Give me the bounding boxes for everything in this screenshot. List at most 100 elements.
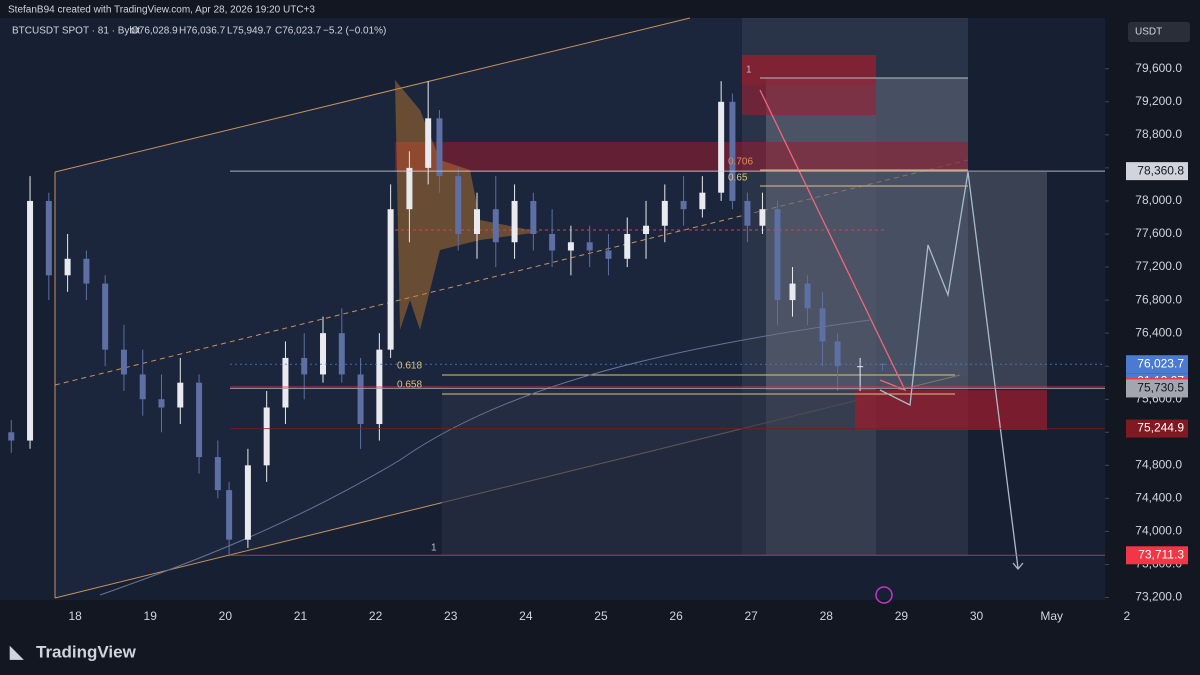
candle-body	[214, 457, 221, 491]
candle-body	[834, 341, 841, 367]
candle-body	[102, 283, 109, 350]
y-tick-label: 76,400.0	[1135, 325, 1182, 339]
y-tick-label: 76,800.0	[1135, 292, 1182, 306]
y-tick-label: 74,000.0	[1135, 524, 1182, 538]
moving-average	[99, 319, 871, 596]
x-tick-label: May	[1040, 609, 1063, 623]
candle-body	[492, 209, 499, 243]
candle-body	[530, 200, 537, 234]
candle-body	[357, 374, 364, 425]
projection-path	[879, 171, 1019, 569]
candle-body	[774, 209, 781, 301]
y-tick-label: 79,200.0	[1135, 94, 1182, 108]
price-label-box	[1126, 355, 1188, 374]
candle-body	[759, 209, 766, 226]
candle-body	[718, 101, 725, 193]
candle-body	[729, 101, 736, 201]
candle-body	[406, 167, 413, 210]
y-tick-label: 77,600.0	[1135, 226, 1182, 240]
demand-zone	[855, 390, 1047, 430]
candle-body	[586, 242, 593, 251]
logo-mark: ◣	[9, 642, 24, 661]
candle-body	[83, 258, 90, 284]
x-tick-label: 2	[1123, 609, 1130, 623]
candle-body	[282, 357, 289, 408]
price-label: 75,244.9	[1137, 421, 1184, 435]
candle-body	[804, 283, 811, 309]
x-tick-label: 27	[745, 609, 759, 623]
credit: StefanB94 created with TradingView.com, …	[8, 5, 315, 16]
x-tick-label: 18	[68, 609, 82, 623]
trend-line	[759, 89, 907, 392]
y-tick-label: 77,200.0	[1135, 259, 1182, 273]
volume-profile	[395, 80, 540, 330]
price-label: 78,360.8	[1137, 163, 1184, 177]
candle-body	[244, 465, 251, 540]
y-tick-label: 73,200.0	[1135, 590, 1182, 604]
projection-arrow	[1012, 562, 1024, 571]
candle-body	[511, 200, 518, 243]
candle-body	[177, 382, 184, 408]
price-label: 73,711.3	[1138, 547, 1184, 561]
ohlc-high: H76,036.7	[179, 26, 226, 37]
candle-body	[680, 200, 687, 210]
candle-body	[436, 118, 443, 177]
x-tick-label: 25	[594, 609, 608, 623]
x-tick-label: 30	[970, 609, 984, 623]
x-tick-label: 26	[669, 609, 683, 623]
candle-body	[64, 258, 71, 276]
candle-body	[45, 200, 52, 276]
candle-body	[226, 490, 233, 540]
candle-body	[387, 209, 394, 350]
fib-label: 0.618	[397, 361, 422, 372]
candle-body	[301, 357, 308, 375]
fib-label: 0.65	[728, 173, 748, 184]
candle-body	[320, 333, 327, 375]
candle-body	[139, 374, 146, 400]
candle-body	[27, 200, 34, 441]
candle-body	[549, 233, 556, 251]
candle-body	[624, 233, 631, 259]
price-label: 75,730.5	[1137, 381, 1184, 395]
x-tick-label: 23	[444, 609, 458, 623]
fib-label: 0.658	[397, 380, 422, 391]
ohlc-low: L75,949.7	[227, 26, 272, 37]
y-tick-label: 74,800.0	[1135, 457, 1182, 471]
brand[interactable]: TradingView	[36, 642, 137, 661]
symbol[interactable]: BTCUSDT SPOT · 81 · Bybit	[12, 26, 140, 37]
axis-layer: 73,200.073,600.074,000.074,400.074,800.0…	[1105, 61, 1188, 604]
channel-line	[54, 17, 691, 173]
candle-body	[338, 333, 345, 375]
price-label-box	[1126, 419, 1188, 438]
fib-label: 1	[746, 65, 752, 76]
candle-body	[567, 242, 574, 251]
candle-body	[8, 432, 15, 441]
price-axis	[1105, 18, 1200, 600]
candle-body	[158, 399, 165, 408]
candle-body	[263, 407, 270, 466]
currency[interactable]: USDT	[1135, 27, 1162, 38]
candle-body	[879, 363, 886, 365]
candle-body	[857, 366, 864, 368]
price-label: 76,023.7	[1137, 356, 1184, 370]
currency-box[interactable]	[1128, 22, 1190, 42]
price-label-box	[1126, 546, 1188, 565]
plot	[8, 81, 1105, 557]
y-tick-label: 79,600.0	[1135, 61, 1182, 75]
price-label-box	[1126, 162, 1188, 181]
fib-label: 1	[431, 543, 437, 554]
candle-body	[699, 192, 706, 210]
candle-body	[455, 176, 462, 234]
ohlc-close: C76,023.7	[275, 26, 322, 37]
x-tick-label: 28	[820, 609, 834, 623]
price-label-box	[1126, 379, 1188, 398]
x-tick-label: 29	[895, 609, 909, 623]
y-tick-label: 78,000.0	[1135, 193, 1182, 207]
candle-body	[744, 200, 751, 226]
candle-body	[661, 200, 668, 226]
lightning-icon[interactable]	[875, 586, 893, 604]
candle-body	[789, 283, 796, 301]
change: −5.2 (−0.01%)	[323, 26, 386, 37]
fib-label: 0.706	[728, 157, 753, 168]
